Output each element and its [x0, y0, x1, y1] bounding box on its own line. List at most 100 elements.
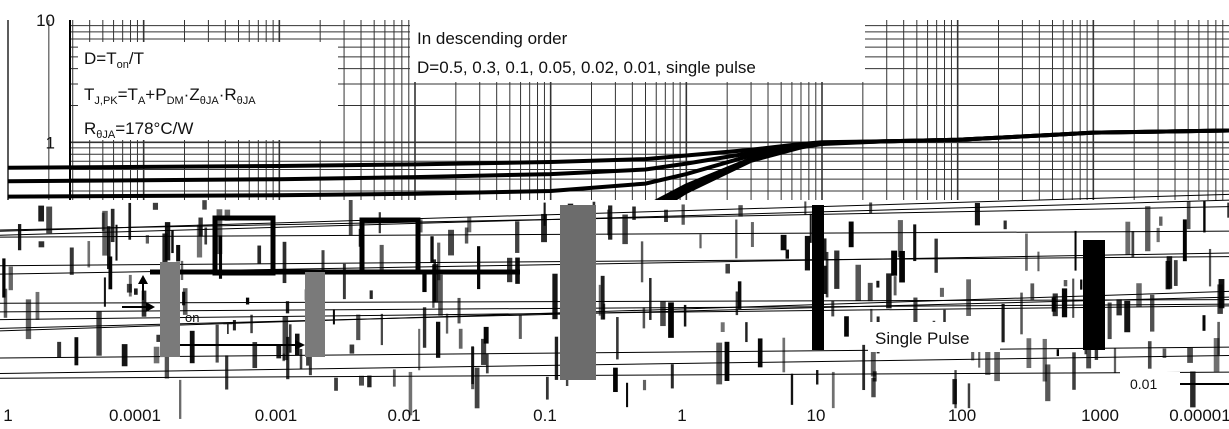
- noise-tick: [939, 287, 944, 297]
- noise-tick: [1045, 364, 1051, 402]
- scan-noise-band: [0, 193, 1229, 419]
- noise-streak: [0, 256, 1229, 267]
- noise-tick: [872, 371, 877, 382]
- noise-tick: [182, 291, 186, 306]
- noise-tick: [649, 277, 652, 320]
- noise-tick: [141, 290, 147, 317]
- noise-tick: [1080, 279, 1083, 290]
- x-tick-label: 100: [948, 406, 976, 425]
- noise-tick: [225, 355, 229, 390]
- noise-tick: [1162, 348, 1167, 358]
- noise-tick: [518, 315, 522, 339]
- noise-tick: [724, 341, 730, 381]
- noise-tick: [432, 264, 439, 303]
- noise-tick: [128, 202, 132, 240]
- noise-streak: [0, 193, 1229, 232]
- noise-tick: [164, 222, 171, 261]
- noise-tick: [862, 344, 866, 391]
- formula-junction-temp: TJ,PK=TA+PDM·ZθJA·RθJA: [84, 85, 256, 107]
- noise-tick: [435, 321, 441, 358]
- noise-tick: [196, 224, 203, 258]
- noise-tick: [1030, 283, 1035, 300]
- noise-tick: [1107, 302, 1112, 340]
- noise-tick: [735, 219, 738, 259]
- noise-tick: [745, 322, 748, 343]
- noise-tick: [1042, 338, 1047, 382]
- noise-tick: [1159, 216, 1163, 226]
- noise-tick: [822, 265, 827, 294]
- noise-tick: [660, 301, 666, 327]
- noise-tick: [342, 263, 346, 300]
- noise-tick: [1190, 371, 1196, 408]
- noise-tick: [974, 202, 980, 226]
- noise-tick: [541, 213, 547, 243]
- noise-tick: [642, 307, 646, 329]
- noise-tick: [1113, 348, 1117, 373]
- noise-tick: [598, 284, 601, 316]
- noise-tick: [543, 202, 546, 226]
- noise-tick: [250, 314, 253, 334]
- noise-tick: [276, 344, 282, 359]
- noise-tick: [1072, 352, 1076, 390]
- noise-tick: [379, 244, 384, 274]
- noise-tick: [445, 313, 449, 334]
- noise-streak: [0, 206, 1229, 231]
- inset-ton-arrowhead: [146, 302, 155, 312]
- noise-tick: [622, 214, 628, 245]
- noise-tick: [1187, 347, 1193, 363]
- noise-tick: [134, 288, 138, 295]
- noise-tick: [1156, 227, 1160, 243]
- noise-tick: [1173, 260, 1178, 286]
- noise-tick: [515, 221, 520, 253]
- noise-tick: [913, 224, 917, 262]
- noise-streak: [0, 290, 1229, 332]
- noise-tick: [1124, 300, 1131, 333]
- noise-tick: [216, 209, 223, 255]
- curve-d-0-1: [7, 128, 1229, 199]
- noise-tick: [816, 370, 819, 385]
- noise-tick: [182, 288, 188, 315]
- noise-tick: [74, 337, 79, 366]
- noise-tick: [683, 304, 687, 327]
- single-pulse-label-box: [868, 322, 1000, 352]
- noise-tick: [844, 316, 849, 337]
- noise-tick: [179, 379, 182, 419]
- noise-tick: [1026, 338, 1032, 369]
- x-tick-label: 0.01: [387, 406, 420, 425]
- noise-tick: [448, 229, 455, 256]
- x-tick-label: 10: [807, 406, 826, 425]
- tick-labels: 1 0.0001 0.001 0.01 0.1 1 10 100 1000 0.00001 10 1: [3, 11, 1229, 425]
- noise-tick: [613, 367, 618, 393]
- noise-streak: [0, 303, 1229, 313]
- noise-tick: [334, 377, 338, 391]
- noise-tick: [257, 245, 262, 264]
- noise-tick: [757, 338, 763, 368]
- noise-tick: [985, 341, 991, 375]
- noise-tick: [681, 204, 685, 225]
- noise-tick: [332, 309, 335, 325]
- noise-tick: [145, 235, 149, 244]
- single-pulse-label: Single Pulse: [875, 329, 970, 348]
- noise-tick: [545, 376, 549, 400]
- noise-tick: [57, 341, 62, 358]
- noise-tick: [422, 272, 427, 293]
- noise-tick: [831, 371, 835, 409]
- legend-title: In descending order: [417, 29, 568, 48]
- noise-tick: [825, 251, 829, 298]
- x-tick-label: 1: [677, 406, 686, 425]
- noise-tick: [308, 344, 312, 376]
- noise-tick: [616, 317, 619, 360]
- noise-tick: [552, 273, 558, 320]
- noise-tick: [1227, 202, 1229, 218]
- noise-tick: [1202, 315, 1206, 331]
- noise-tick: [809, 213, 812, 243]
- residual-label: 0.01: [1130, 376, 1157, 392]
- legend-box: [410, 20, 865, 82]
- noise-streak: [0, 354, 1229, 374]
- noise-tick: [1003, 220, 1007, 230]
- noise-tick: [1213, 338, 1220, 372]
- noise-tick: [867, 282, 873, 302]
- residual-label-box: [1120, 372, 1180, 392]
- x-tick-label: 1000: [1081, 406, 1119, 425]
- noise-tick: [725, 263, 730, 274]
